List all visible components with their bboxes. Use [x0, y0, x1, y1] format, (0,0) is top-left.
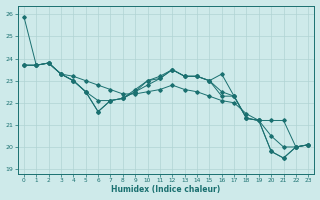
X-axis label: Humidex (Indice chaleur): Humidex (Indice chaleur) [111, 185, 221, 194]
